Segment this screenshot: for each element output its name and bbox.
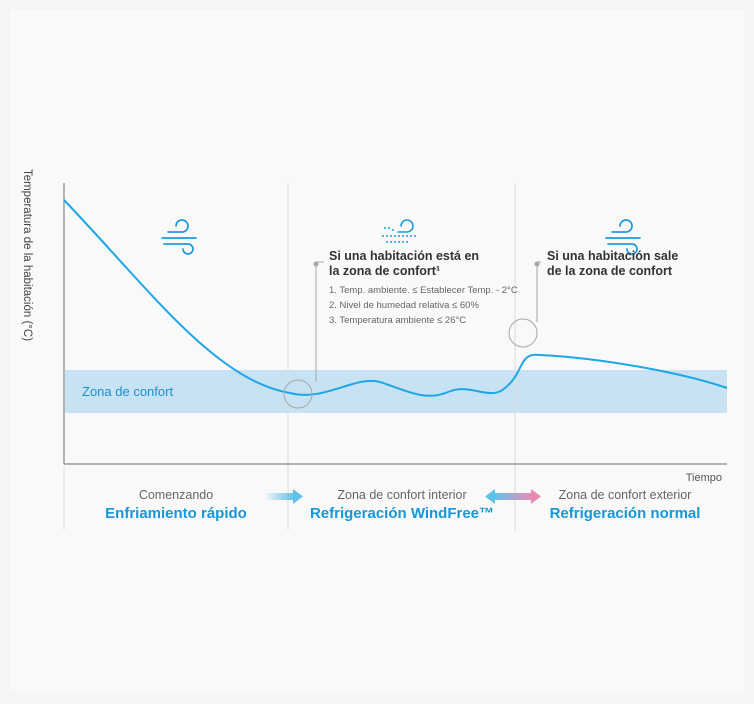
condition-2: 2. Nivel de humedad relativa ≤ 60%	[329, 300, 479, 311]
temperature-curve	[63, 199, 728, 397]
comfort-zone-label: Zona de confort	[82, 384, 174, 399]
x-axis-label: Tiempo	[685, 472, 722, 484]
annotation-1-title-line1: Si una habitación está en	[329, 249, 480, 263]
transition-arrow-bidirectional	[485, 489, 541, 504]
annotation-1: Si una habitación está en la zona de con…	[329, 249, 518, 328]
condition-3: 3. Temperatura ambiente ≤ 26°C	[329, 315, 467, 326]
panel-background	[10, 10, 744, 692]
phase-3-title: Refrigeración normal	[549, 505, 701, 522]
annotation-2-title-line2: de la zona de confort	[547, 264, 673, 278]
annotation-2-dot	[534, 261, 540, 267]
y-axis-label: Temperatura de la habitación (°C)	[21, 168, 33, 342]
phase-2-title: Refrigeración WindFree™	[309, 505, 495, 522]
annotation-1-title-line2: la zona de confort¹	[329, 264, 441, 278]
annotation-2-title-line1: Si una habitación sale	[547, 249, 679, 263]
wind-icon	[161, 219, 197, 255]
comfort-exit-marker	[508, 318, 538, 348]
comfort-zone-band	[65, 370, 727, 413]
transition-arrow-right	[264, 489, 303, 504]
phase-2-subtitle: Zona de confort interior	[337, 488, 467, 502]
phase-1-title: Enfriamiento rápido	[105, 505, 247, 522]
annotation-1-dot	[313, 261, 319, 267]
condition-1: 1. Temp. ambiente. ≤ Establecer Temp. - …	[329, 285, 518, 296]
windfree-icon	[382, 219, 416, 243]
comfort-entry-marker	[283, 379, 313, 409]
wind-icon	[605, 219, 641, 255]
phase-1-subtitle: Comenzando	[138, 488, 214, 502]
phase-3-subtitle: Zona de confort exterior	[558, 488, 692, 502]
annotation-2: Si una habitación sale de la zona de con…	[547, 249, 678, 279]
